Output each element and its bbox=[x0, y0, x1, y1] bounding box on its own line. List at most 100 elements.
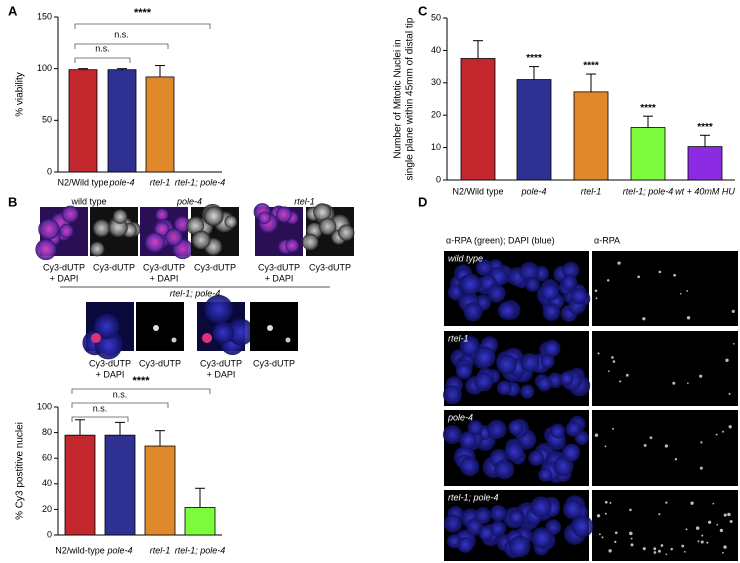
bracket-label: n.s. bbox=[113, 389, 128, 399]
nucleus bbox=[538, 467, 553, 482]
caption: Cy3-dUTP bbox=[93, 262, 135, 272]
significance: **** bbox=[583, 61, 599, 72]
row-label: pole-4 bbox=[447, 412, 473, 422]
bar bbox=[144, 445, 176, 536]
cy3-focus bbox=[267, 325, 273, 331]
nucleus bbox=[562, 261, 580, 279]
rpa-focus bbox=[604, 445, 607, 448]
micrograph bbox=[82, 302, 134, 360]
y-tick-label: 40 bbox=[42, 478, 52, 488]
micrograph bbox=[253, 203, 303, 256]
x-tick-label: wt + 40mM HU bbox=[675, 186, 735, 196]
nucleus bbox=[540, 354, 555, 369]
nucleus bbox=[489, 504, 507, 522]
row-label: wild type bbox=[448, 253, 483, 263]
image-group-title: rtel-1; pole-4 bbox=[170, 288, 221, 298]
nucleus bbox=[442, 425, 462, 445]
rpa-focus bbox=[619, 380, 622, 383]
nucleus bbox=[474, 372, 494, 392]
column-header: α-RPA bbox=[594, 235, 620, 245]
significance: **** bbox=[697, 122, 713, 133]
rpa-focus bbox=[617, 261, 621, 265]
rpa-focus bbox=[700, 540, 704, 544]
nucleus bbox=[504, 442, 524, 462]
x-tick-label: rtel-1; pole-4 bbox=[175, 545, 226, 555]
caption: Cy3-dUTP bbox=[139, 358, 181, 368]
cy3-focus bbox=[202, 333, 212, 343]
nucleus bbox=[490, 520, 507, 537]
rpa-focus bbox=[723, 513, 727, 517]
nucleus bbox=[285, 238, 300, 253]
rpa-focus bbox=[612, 360, 616, 363]
nucleus bbox=[173, 216, 191, 233]
nucleus bbox=[112, 209, 128, 224]
rpa-focus bbox=[722, 430, 725, 433]
caption: Cy3-dUTP bbox=[253, 358, 295, 368]
rpa-focus bbox=[701, 534, 704, 537]
bar bbox=[516, 79, 552, 181]
rpa-focus bbox=[679, 292, 682, 295]
image-bg bbox=[592, 251, 738, 326]
rpa-focus bbox=[708, 520, 712, 524]
panel-label: A bbox=[8, 3, 18, 18]
rpa-focus bbox=[686, 316, 691, 320]
panel-label: B bbox=[8, 194, 17, 209]
nucleus bbox=[463, 302, 483, 322]
nucleus bbox=[89, 241, 105, 257]
rpa-focus bbox=[673, 273, 676, 277]
caption: Cy3-dUTP bbox=[143, 262, 185, 272]
rpa-focus bbox=[699, 466, 703, 470]
rpa-focus bbox=[660, 544, 664, 547]
gonad bbox=[447, 259, 591, 322]
x-tick-label: N2/wild-type bbox=[55, 545, 105, 555]
nucleus bbox=[487, 284, 506, 303]
rpa-focus bbox=[706, 541, 709, 544]
nucleus bbox=[508, 535, 531, 558]
nucleus bbox=[473, 346, 496, 369]
nucleus bbox=[224, 215, 238, 229]
rpa-focus bbox=[727, 512, 731, 517]
nucleus bbox=[525, 277, 540, 292]
nucleus bbox=[475, 259, 493, 277]
image-group-title: wild type bbox=[70, 196, 106, 206]
nucleus bbox=[203, 206, 224, 226]
cy3-focus bbox=[285, 337, 291, 343]
rpa-focus bbox=[629, 508, 632, 512]
nucleus bbox=[459, 335, 480, 356]
nucleus bbox=[144, 232, 165, 253]
bar bbox=[107, 69, 137, 173]
nucleus bbox=[487, 419, 507, 440]
nucleus bbox=[275, 206, 293, 223]
nucleus bbox=[561, 443, 581, 462]
x-tick-label: rtel-1 bbox=[150, 177, 171, 187]
nucleus bbox=[565, 421, 582, 437]
rpa-focus bbox=[612, 427, 615, 430]
nucleus bbox=[478, 525, 494, 541]
caption: + DAPI bbox=[265, 273, 294, 283]
x-tick-label: rtel-1 bbox=[581, 186, 602, 196]
y-tick-label: 50 bbox=[431, 12, 441, 22]
nucleus bbox=[212, 321, 234, 344]
bracket bbox=[71, 402, 169, 408]
nucleus bbox=[530, 496, 552, 518]
bracket-label: n.s. bbox=[93, 403, 108, 413]
rpa-focus bbox=[649, 436, 653, 440]
rpa-focus bbox=[642, 547, 646, 551]
micrograph bbox=[197, 294, 254, 356]
rpa-focus bbox=[608, 549, 612, 553]
nucleus bbox=[550, 423, 566, 439]
bar bbox=[145, 76, 175, 173]
rpa-focus bbox=[614, 531, 618, 535]
rpa-focus bbox=[653, 551, 657, 554]
caption: + DAPI bbox=[96, 369, 125, 379]
rpa-focus bbox=[657, 549, 661, 553]
bar bbox=[573, 91, 609, 181]
image-bg bbox=[250, 302, 298, 351]
nucleus bbox=[443, 385, 462, 405]
rpa-focus bbox=[630, 537, 633, 540]
y-axis-label: % viability bbox=[15, 72, 26, 116]
nucleus bbox=[61, 205, 79, 223]
nucleus bbox=[459, 273, 482, 295]
x-tick-label: rtel-1; pole-4 bbox=[623, 186, 674, 196]
cy3-focus bbox=[91, 333, 101, 343]
